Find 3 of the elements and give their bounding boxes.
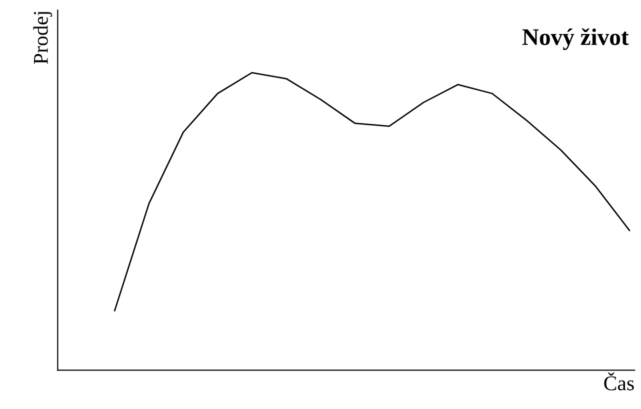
x-axis-title: Čas	[604, 372, 634, 390]
chart-title: Nový život	[522, 28, 629, 50]
y-axis-title: Prodej	[33, 12, 52, 64]
